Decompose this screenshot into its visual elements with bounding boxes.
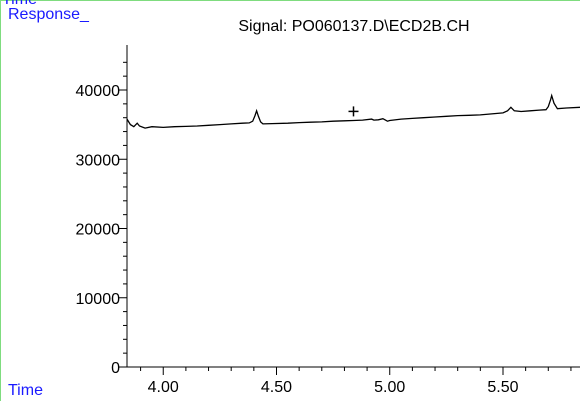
y-tick-label: 40000 [76,83,121,100]
y-tick-label: 30000 [76,152,121,169]
cursor-marker [348,106,359,117]
y-tick-label: 0 [111,360,120,377]
ticks [119,61,572,375]
chart-title: Signal: PO060137.D\ECD2B.CH [238,18,469,35]
top-time-label: Time [2,0,37,8]
x-tick-label: 4.50 [261,379,292,396]
axes [126,45,580,368]
x-tick-label: 4.00 [148,379,179,396]
y-tick-label: 20000 [76,222,121,239]
x-tick-label: 5.50 [487,379,518,396]
y-tick-label: 10000 [76,291,121,308]
y-axis-label: Response_ [8,6,89,23]
signal-trace [126,93,580,129]
tick-labels: 0 10000 20000 30000 40000 4.00 4.50 5.00 5.50 [76,83,519,396]
x-axis-label: Time [8,382,43,399]
x-tick-label: 5.00 [374,379,405,396]
